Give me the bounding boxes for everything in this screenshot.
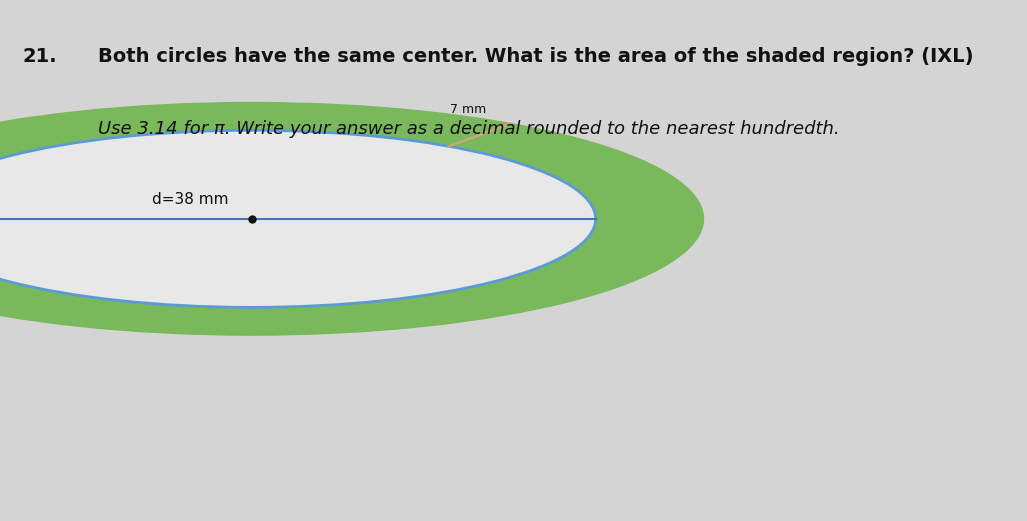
- Text: 7 mm: 7 mm: [450, 103, 486, 116]
- Ellipse shape: [0, 103, 703, 335]
- Text: d=38 mm: d=38 mm: [152, 192, 228, 207]
- Text: Use 3.14 for π. Write your answer as a decimal rounded to the nearest hundredth.: Use 3.14 for π. Write your answer as a d…: [98, 120, 839, 138]
- Ellipse shape: [0, 130, 596, 307]
- Text: 21.: 21.: [23, 47, 58, 66]
- Text: Both circles have the same center. What is the area of the shaded region? (IXL): Both circles have the same center. What …: [98, 47, 973, 66]
